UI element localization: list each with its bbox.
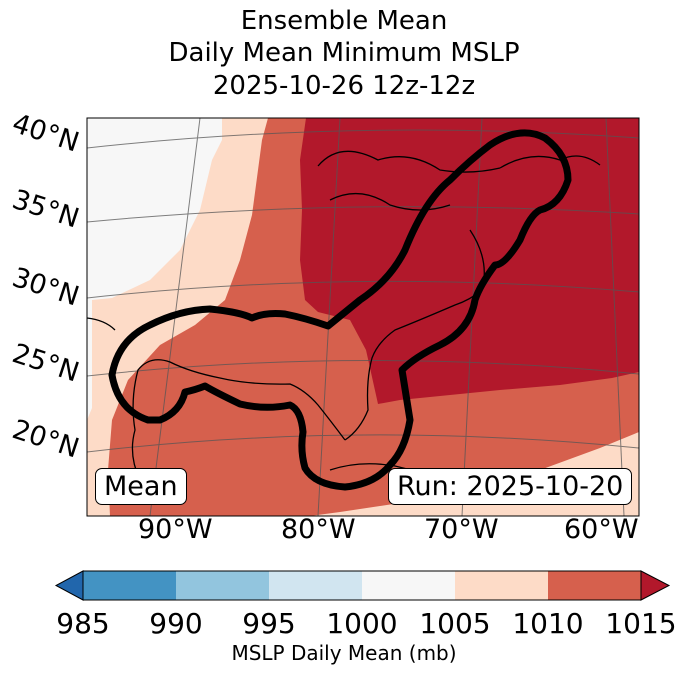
- cb-tick-1015: 1015: [605, 607, 677, 640]
- lon-label-70w: 70°W: [424, 514, 499, 545]
- cb-tick-990: 990: [149, 607, 203, 640]
- colorbar-extend-high: [640, 570, 671, 601]
- colorbar-segment: [455, 571, 548, 600]
- mean-label-box: Mean: [95, 468, 187, 505]
- lon-label-90w: 90°W: [138, 514, 213, 545]
- cb-tick-1005: 1005: [419, 607, 491, 640]
- colorbar-segment: [548, 571, 641, 600]
- cb-tick-1010: 1010: [512, 607, 584, 640]
- cb-tick-995: 995: [242, 607, 296, 640]
- colorbar-label: MSLP Daily Mean (mb): [231, 641, 457, 665]
- colorbar-segment: [269, 571, 362, 600]
- graticule: [87, 118, 639, 516]
- colorbar-segment: [362, 571, 455, 600]
- run-date-box: Run: 2025-10-20: [388, 468, 633, 505]
- lon-label-60w: 60°W: [564, 514, 639, 545]
- title-line-2: Daily Mean Minimum MSLP: [168, 38, 520, 68]
- colorbar-extend-low: [54, 570, 84, 601]
- cb-tick-985: 985: [56, 607, 110, 640]
- lon-label-80w: 80°W: [281, 514, 356, 545]
- colorbar-segment: [83, 571, 176, 600]
- field-above-1015: [300, 118, 639, 404]
- title-line-1: Ensemble Mean: [240, 6, 448, 36]
- colorbar-segment: [176, 571, 269, 600]
- cb-tick-1000: 1000: [326, 607, 398, 640]
- title-line-3: 2025-10-26 12z-12z: [212, 71, 476, 101]
- highlight-contour: [108, 129, 572, 491]
